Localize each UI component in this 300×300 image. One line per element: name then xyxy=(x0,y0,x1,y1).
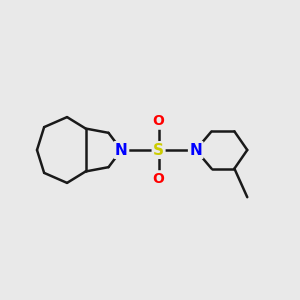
Text: N: N xyxy=(189,142,202,158)
Text: S: S xyxy=(153,142,164,158)
Text: O: O xyxy=(153,172,164,186)
Text: N: N xyxy=(115,142,128,158)
Text: O: O xyxy=(153,114,164,128)
